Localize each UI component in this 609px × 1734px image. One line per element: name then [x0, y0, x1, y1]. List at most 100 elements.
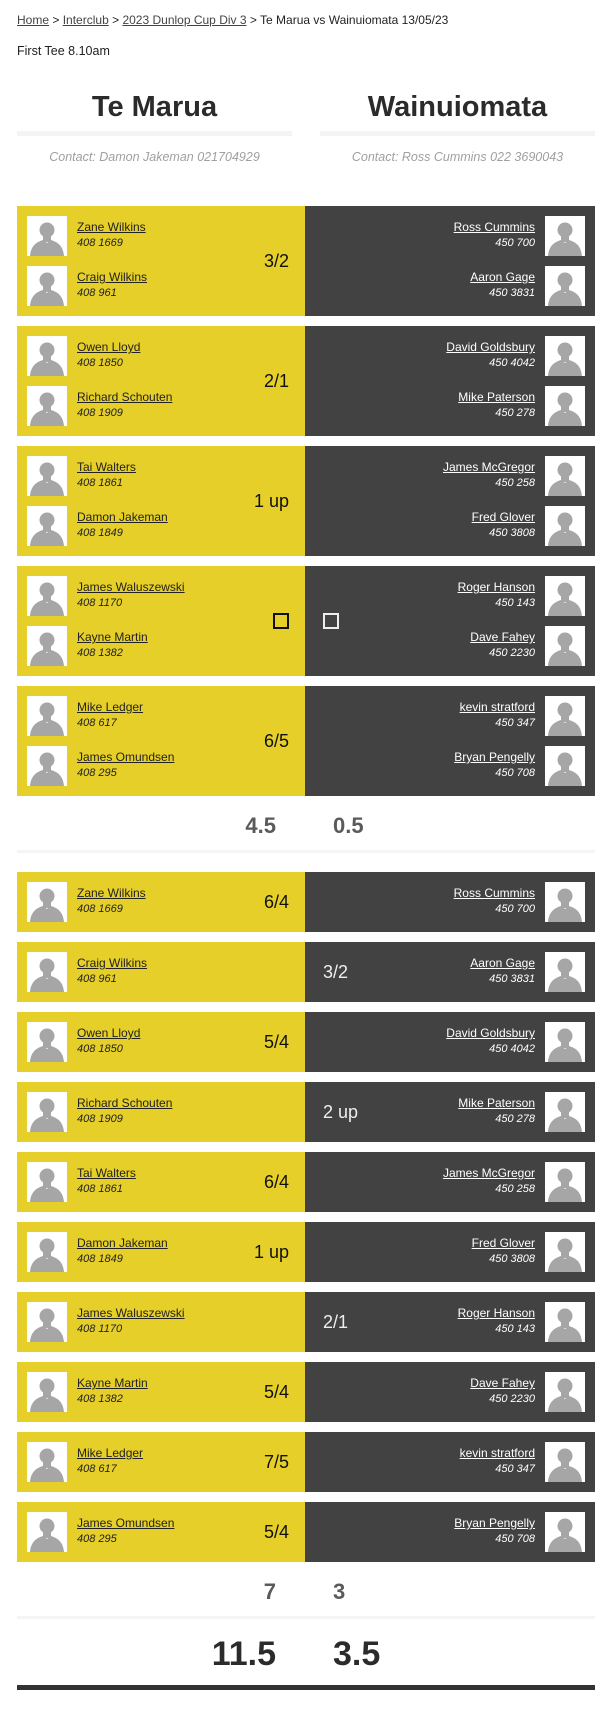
player-name-link[interactable]: James Waluszewski	[77, 1306, 185, 1320]
player-name-link[interactable]: James McGregor	[442, 1166, 535, 1180]
player: kevin stratford 450 347	[305, 1442, 595, 1482]
player-name-link[interactable]: Mike Ledger	[77, 1446, 144, 1460]
avatar	[545, 576, 585, 616]
breadcrumb-competition-link[interactable]: 2023 Dunlop Cup Div 3	[122, 13, 247, 27]
player-name-link[interactable]: David Goldsbury	[446, 1026, 535, 1040]
player-number: 450 143	[495, 1323, 535, 1335]
player: Kayne Martin 408 1382	[17, 1372, 305, 1412]
player: Bryan Pengelly 450 708	[305, 746, 595, 786]
player-name-link[interactable]: Bryan Pengelly	[454, 750, 535, 764]
player-name-link[interactable]: Fred Glover	[471, 1236, 535, 1250]
player-number: 408 1170	[77, 597, 123, 609]
player-number: 408 1850	[77, 357, 123, 369]
player-number: 450 278	[495, 407, 535, 419]
player-name-link[interactable]: Dave Fahey	[470, 1376, 535, 1390]
player-name-link[interactable]: Owen Lloyd	[77, 1026, 141, 1040]
player-name-link[interactable]: Damon Jakeman	[77, 510, 168, 524]
away-side: Roger Hanson 450 143 Dave Fahey 450 2230	[305, 566, 595, 676]
player-number: 450 708	[495, 1533, 535, 1545]
singles-match: Richard Schouten 408 1909 Mike Paterson …	[17, 1082, 595, 1142]
pairs-match: James Waluszewski 408 1170 Kayne Martin …	[17, 566, 595, 676]
singles-match: Tai Walters 408 1861 James McGregor 450 …	[17, 1152, 595, 1212]
player-name-link[interactable]: Mike Paterson	[458, 390, 535, 404]
avatar	[27, 952, 67, 992]
player-name-link[interactable]: Owen Lloyd	[77, 340, 141, 354]
player-name-link[interactable]: Tai Walters	[77, 1166, 136, 1180]
player: Craig Wilkins 408 961	[17, 266, 305, 306]
player: Ross Cummins 450 700	[305, 882, 595, 922]
avatar	[545, 266, 585, 306]
singles-match: Owen Lloyd 408 1850 David Goldsbury 450 …	[17, 1012, 595, 1072]
player-name-link[interactable]: James Waluszewski	[77, 580, 185, 594]
away-side: Aaron Gage 450 3831	[305, 942, 595, 1002]
player-name-link[interactable]: David Goldsbury	[446, 340, 535, 354]
player-name-link[interactable]: Dave Fahey	[470, 630, 535, 644]
player-name-link[interactable]: James Omundsen	[77, 750, 175, 764]
player-number: 450 2230	[489, 1393, 535, 1405]
player: Richard Schouten 408 1909	[17, 1092, 305, 1132]
avatar	[27, 1092, 67, 1132]
player-name-link[interactable]: Ross Cummins	[453, 886, 535, 900]
breadcrumb-interclub-link[interactable]: Interclub	[62, 13, 109, 27]
player-name-link[interactable]: Roger Hanson	[457, 580, 535, 594]
avatar	[27, 882, 67, 922]
player-name-link[interactable]: Craig Wilkins	[77, 956, 148, 970]
avatar	[545, 1232, 585, 1272]
player-name-link[interactable]: Ross Cummins	[453, 220, 535, 234]
away-side: Ross Cummins 450 700 Aaron Gage 450 3831	[305, 206, 595, 316]
player-name-link[interactable]: Zane Wilkins	[77, 220, 146, 234]
home-side: Richard Schouten 408 1909	[17, 1082, 305, 1142]
away-team-divider	[320, 131, 595, 136]
player-name-link[interactable]: kevin stratford	[459, 700, 535, 714]
home-side: James Waluszewski 408 1170 Kayne Martin …	[17, 566, 305, 676]
pairs-match: Owen Lloyd 408 1850 Richard Schouten 408…	[17, 326, 595, 436]
player: Tai Walters 408 1861	[17, 1162, 305, 1202]
player-name-link[interactable]: Zane Wilkins	[77, 886, 146, 900]
player-name-link[interactable]: Richard Schouten	[77, 1096, 173, 1110]
player-name-link[interactable]: Craig Wilkins	[77, 270, 148, 284]
player-name-link[interactable]: Mike Ledger	[77, 700, 144, 714]
breadcrumb-home-link[interactable]: Home	[17, 13, 50, 27]
player-name-link[interactable]: Roger Hanson	[457, 1306, 535, 1320]
player-number: 450 4042	[489, 1043, 535, 1055]
match-result: 5/4	[263, 1382, 289, 1402]
player-name-link[interactable]: Damon Jakeman	[77, 1236, 168, 1250]
player-name-link[interactable]: Kayne Martin	[77, 1376, 148, 1390]
player-number: 450 258	[495, 1183, 535, 1195]
player-name-link[interactable]: Kayne Martin	[77, 630, 148, 644]
divider	[17, 1616, 595, 1619]
singles-total-away: 3	[333, 1579, 346, 1604]
player-name-link[interactable]: Fred Glover	[471, 510, 535, 524]
player: David Goldsbury 450 4042	[305, 1022, 595, 1062]
player-number: 408 1909	[77, 1113, 123, 1125]
away-side: Dave Fahey 450 2230	[305, 1362, 595, 1422]
player: James Omundsen 408 295	[17, 1512, 305, 1552]
player: Mike Paterson 450 278	[305, 386, 595, 426]
player-name-link[interactable]: James Omundsen	[77, 1516, 175, 1530]
player-name-link[interactable]: Aaron Gage	[470, 956, 535, 970]
player-number: 450 700	[495, 237, 535, 249]
player: Dave Fahey 450 2230	[305, 626, 595, 666]
player-number: 408 1382	[77, 1393, 123, 1405]
player: Richard Schouten 408 1909	[17, 386, 305, 426]
match-result: 7/5	[263, 1452, 289, 1472]
player-name-link[interactable]: Bryan Pengelly	[454, 1516, 535, 1530]
player-name-link[interactable]: Aaron Gage	[470, 270, 535, 284]
player-name-link[interactable]: kevin stratford	[459, 1446, 535, 1460]
pairs-total-away: 0.5	[333, 813, 364, 838]
player-name-link[interactable]: Mike Paterson	[458, 1096, 535, 1110]
player-number: 450 3808	[489, 1253, 535, 1265]
player-name-link[interactable]: James McGregor	[442, 460, 535, 474]
grand-total-home: 11.5	[211, 1635, 276, 1673]
avatar	[545, 746, 585, 786]
player-name-link[interactable]: Richard Schouten	[77, 390, 173, 404]
player-number: 408 1669	[77, 237, 123, 249]
avatar	[27, 1232, 67, 1272]
avatar	[27, 1372, 67, 1412]
match-result: 6/4	[263, 892, 289, 912]
player: Fred Glover 450 3808	[305, 1232, 595, 1272]
avatar	[27, 1512, 67, 1552]
player-number: 450 2230	[489, 647, 535, 659]
player-name-link[interactable]: Tai Walters	[77, 460, 136, 474]
match-result: 5/4	[263, 1032, 289, 1052]
